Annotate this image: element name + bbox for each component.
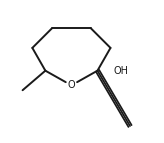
Text: OH: OH — [114, 66, 129, 76]
Text: O: O — [68, 80, 75, 90]
